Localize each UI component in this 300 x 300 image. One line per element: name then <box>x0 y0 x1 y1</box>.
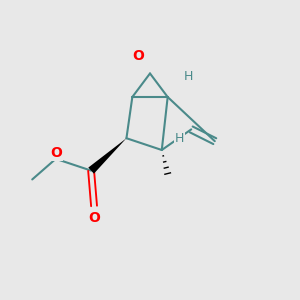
Text: O: O <box>50 146 62 160</box>
Text: H: H <box>175 132 184 145</box>
Polygon shape <box>88 138 126 174</box>
Text: H: H <box>184 70 193 83</box>
Text: O: O <box>88 211 100 225</box>
Text: O: O <box>132 49 144 63</box>
